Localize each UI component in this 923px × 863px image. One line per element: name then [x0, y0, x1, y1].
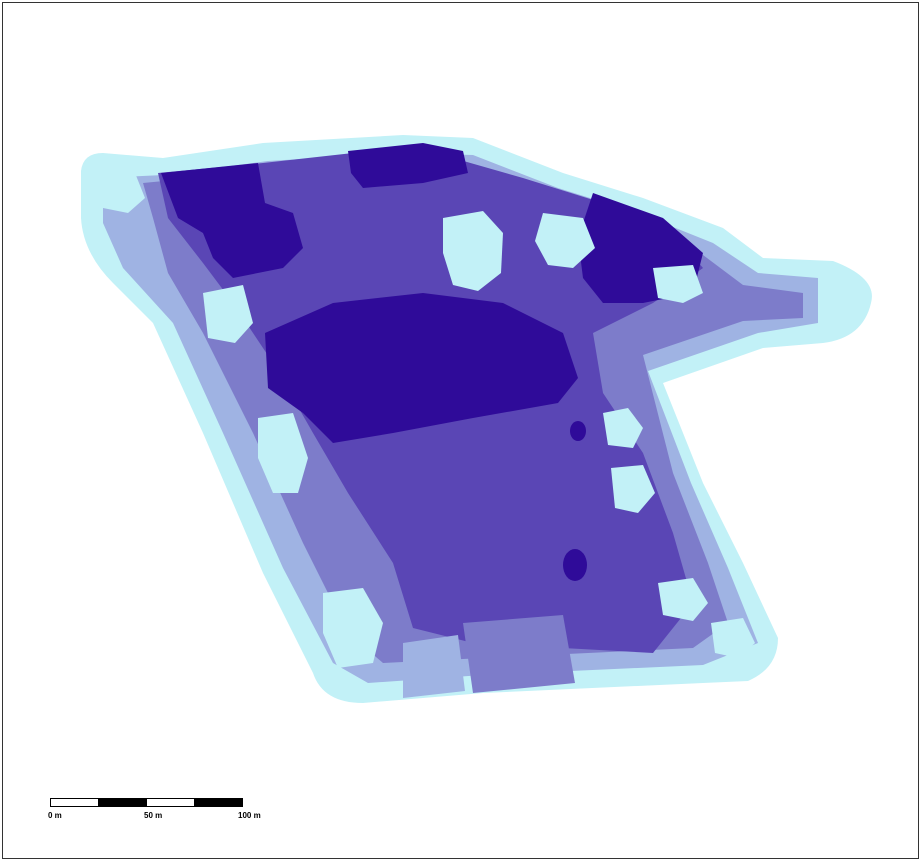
scale-bar-segment — [146, 798, 195, 807]
scale-bar-segment — [98, 798, 147, 807]
zone-light-patch — [323, 588, 383, 668]
zone-light-patch — [443, 211, 503, 291]
scale-bar-label-100: 100 m — [238, 811, 261, 820]
zone-light-patch — [258, 413, 308, 493]
scale-bar-segment — [194, 798, 243, 807]
zone-light-patch — [711, 618, 755, 658]
scale-bar: 0 m 50 m 100 m — [48, 798, 280, 828]
zone-south-band — [463, 615, 575, 693]
zone-core-spot — [563, 549, 587, 581]
zone-light-patch — [95, 168, 145, 213]
scale-bar-label-50: 50 m — [144, 811, 163, 820]
density-map — [81, 135, 872, 703]
zone-light-patch — [658, 578, 708, 621]
scale-bar-segment — [50, 798, 99, 807]
zone-light-patch — [653, 265, 703, 303]
zone-core-north — [161, 163, 303, 278]
zone-light-patch — [535, 213, 595, 268]
zone-core-spot — [570, 421, 586, 441]
zone-south-band — [403, 635, 465, 698]
zone-core-center — [265, 293, 578, 443]
zone-core-top — [348, 143, 468, 188]
zone-light-patch — [203, 285, 253, 343]
zone-light-patch — [611, 465, 655, 513]
zone-light-patch — [603, 408, 643, 448]
scale-bar-label-0: 0 m — [48, 811, 62, 820]
